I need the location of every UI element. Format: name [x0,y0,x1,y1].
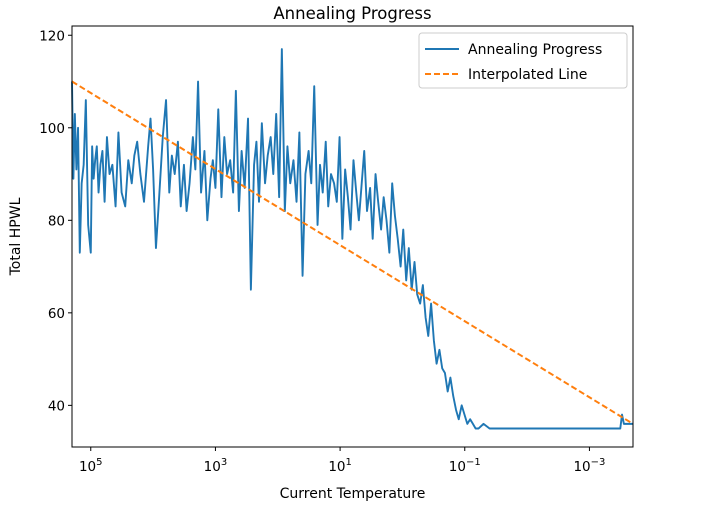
legend-label-interpolated-line: Interpolated Line [468,67,587,83]
y-tick-label: 80 [48,213,65,229]
plot-area [71,48,634,430]
x-tick-label: 103 [204,457,228,475]
y-axis-label: Total HPWL [8,197,24,276]
legend-box [418,32,628,89]
x-tick-label: 10−1 [449,457,481,475]
y-axis: 40 60 80 100 120 [39,28,72,414]
y-tick-label: 120 [39,28,65,44]
y-tick-label: 40 [48,398,65,414]
x-tick-label: 105 [79,457,103,475]
y-tick-label: 100 [39,121,65,137]
x-axis-label: Current Temperature [280,486,426,502]
axes-frame [71,25,634,448]
x-axis: 105 103 101 10−1 10−3 [79,447,605,475]
series-line-annealing-progress [71,48,633,430]
x-tick-label: 101 [328,457,352,475]
legend-label-annealing-progress: Annealing Progress [468,42,602,58]
series-line-interpolated-line [71,80,634,425]
chart-title: Annealing Progress [273,4,431,23]
legend: Annealing Progress Interpolated Line [418,32,628,89]
x-tick-label: 10−3 [573,457,605,475]
y-tick-label: 60 [48,306,65,322]
